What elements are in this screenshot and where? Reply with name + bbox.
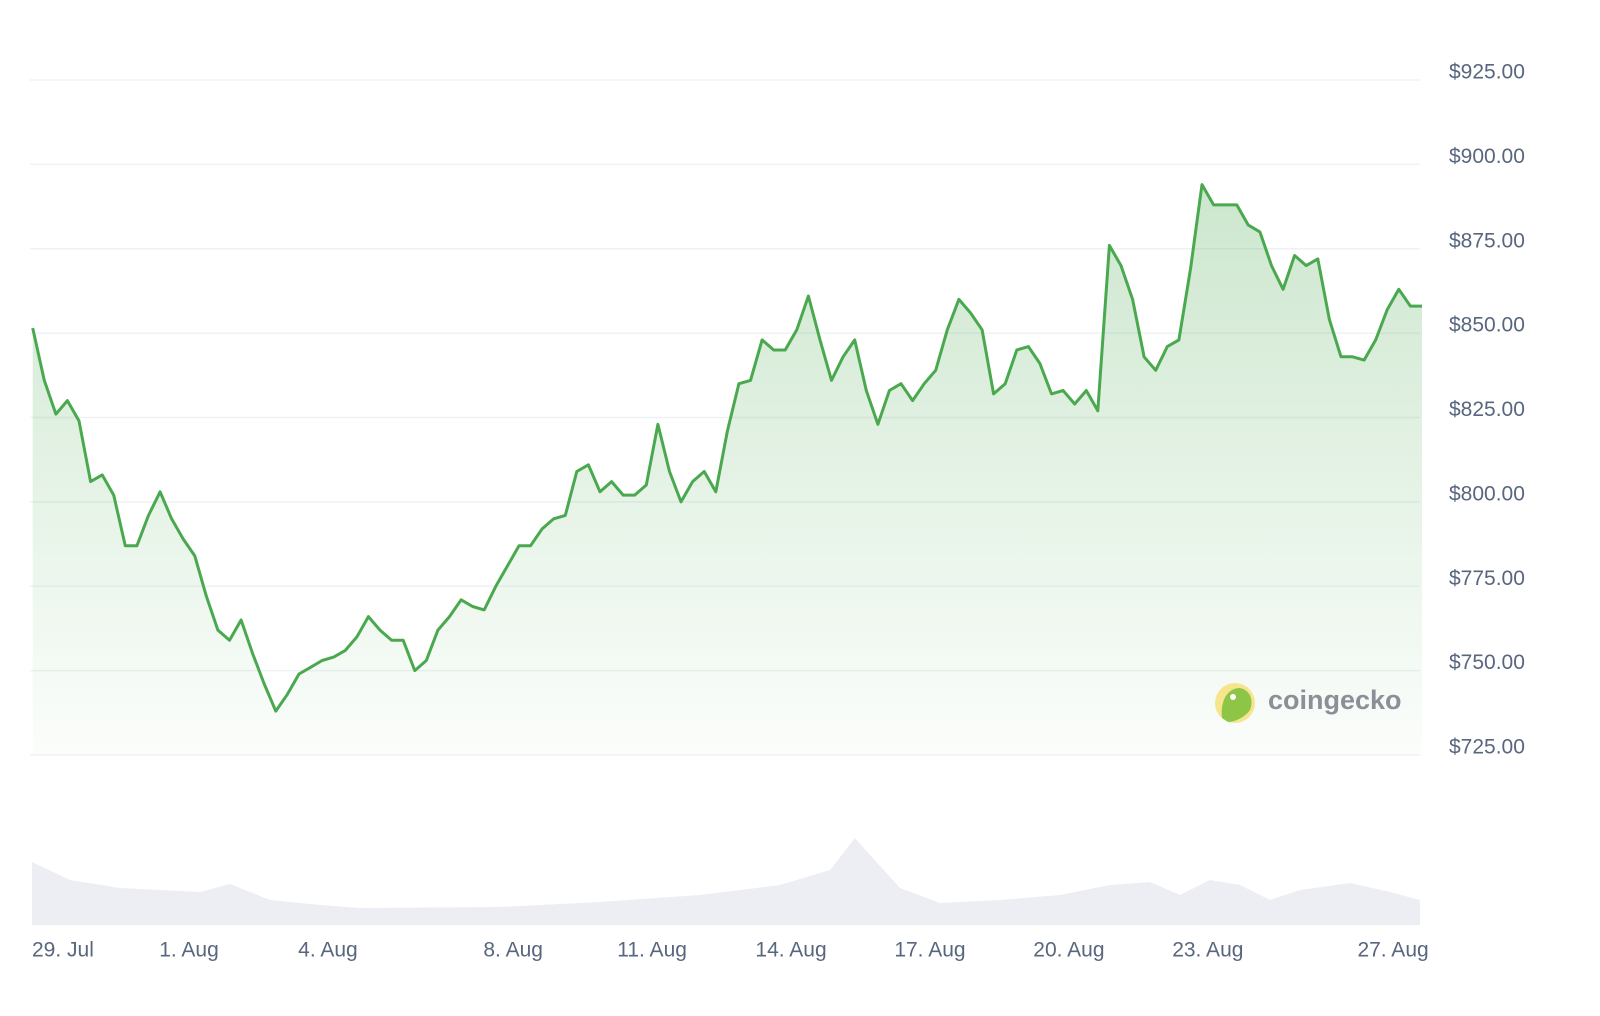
- y-tick-label: $875.00: [1449, 229, 1525, 252]
- y-tick-label: $800.00: [1449, 482, 1525, 505]
- x-tick-label: 17. Aug: [894, 939, 965, 962]
- x-tick-label: 4. Aug: [298, 939, 358, 962]
- y-tick-label: $850.00: [1449, 314, 1525, 337]
- x-tick-label: 23. Aug: [1172, 939, 1243, 962]
- x-tick-label: 20. Aug: [1033, 939, 1104, 962]
- price-line: [31, 183, 1422, 713]
- y-tick-label: $825.00: [1449, 398, 1525, 421]
- x-tick-label: 8. Aug: [483, 939, 543, 962]
- price-area: [32, 184, 1423, 756]
- y-tick-label: $725.00: [1449, 736, 1525, 759]
- x-tick-label: 14. Aug: [755, 939, 826, 962]
- x-tick-label: 27. Aug: [1357, 939, 1428, 962]
- x-tick-label: 1. Aug: [159, 939, 219, 962]
- watermark: coingecko: [1215, 683, 1402, 723]
- y-tick-label: $925.00: [1449, 61, 1525, 84]
- logo-eye: [1230, 694, 1236, 700]
- x-tick-label: 11. Aug: [617, 939, 687, 962]
- logo-shape: [1221, 688, 1252, 722]
- watermark-text: coingecko: [1268, 685, 1402, 715]
- volume-background: [32, 838, 1420, 925]
- x-tick-label: 29. Jul: [32, 939, 94, 962]
- y-tick-label: $750.00: [1449, 651, 1525, 674]
- y-tick-label: $900.00: [1449, 145, 1525, 168]
- y-tick-label: $775.00: [1449, 567, 1525, 590]
